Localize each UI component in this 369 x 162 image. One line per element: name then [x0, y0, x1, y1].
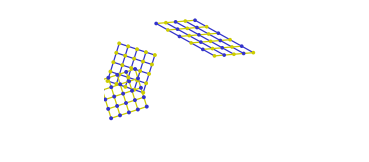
Point — [135, 108, 141, 111]
Point — [108, 86, 114, 88]
Point — [196, 34, 202, 36]
Point — [128, 67, 134, 69]
Point — [125, 45, 131, 48]
Point — [134, 48, 140, 51]
Point — [99, 89, 105, 91]
Point — [119, 64, 125, 66]
Point — [116, 42, 122, 45]
Point — [114, 83, 120, 85]
Point — [123, 102, 129, 104]
Point — [149, 63, 155, 66]
Point — [140, 60, 146, 63]
Point — [105, 108, 111, 110]
Point — [122, 54, 128, 57]
Point — [143, 82, 149, 85]
Point — [206, 33, 211, 35]
Point — [211, 55, 217, 57]
Point — [102, 98, 108, 101]
Point — [231, 53, 237, 56]
Point — [215, 32, 221, 35]
Point — [131, 88, 137, 91]
Point — [186, 34, 192, 37]
Point — [163, 21, 169, 24]
Point — [152, 54, 158, 56]
Point — [146, 73, 152, 75]
Point — [217, 39, 223, 42]
Point — [131, 57, 137, 60]
Point — [137, 70, 143, 72]
Point — [175, 28, 180, 30]
Point — [204, 25, 210, 28]
Point — [176, 35, 182, 38]
Point — [141, 96, 147, 98]
Point — [104, 80, 110, 82]
Point — [135, 77, 141, 80]
Point — [110, 61, 116, 64]
Point — [117, 114, 123, 117]
Point — [113, 52, 119, 54]
Point — [132, 68, 138, 70]
Point — [219, 46, 225, 49]
Point — [182, 20, 188, 22]
Point — [165, 29, 171, 31]
Point — [227, 38, 233, 41]
Point — [134, 79, 140, 82]
Point — [184, 27, 190, 30]
Point — [138, 87, 144, 89]
Point — [126, 111, 132, 114]
Point — [194, 26, 200, 29]
Point — [97, 79, 103, 82]
Point — [208, 40, 214, 43]
Point — [200, 48, 206, 51]
Point — [198, 41, 204, 43]
Point — [117, 73, 123, 76]
Point — [106, 76, 111, 79]
Point — [125, 76, 131, 79]
Point — [107, 70, 113, 73]
Point — [123, 71, 129, 73]
Point — [111, 95, 117, 98]
Point — [144, 105, 150, 108]
Point — [241, 52, 246, 55]
Point — [251, 51, 256, 54]
Point — [140, 91, 146, 94]
Point — [126, 80, 132, 83]
Point — [114, 74, 120, 76]
Point — [188, 42, 194, 44]
Point — [143, 51, 149, 53]
Point — [108, 117, 114, 120]
Point — [117, 83, 123, 86]
Point — [153, 22, 159, 25]
Point — [132, 99, 138, 101]
Point — [173, 21, 179, 23]
Point — [123, 86, 128, 88]
Point — [129, 89, 135, 92]
Point — [239, 45, 245, 47]
Point — [114, 105, 120, 107]
Point — [210, 47, 215, 50]
Point — [120, 92, 126, 95]
Point — [221, 54, 227, 56]
Point — [192, 19, 198, 22]
Point — [229, 46, 235, 48]
